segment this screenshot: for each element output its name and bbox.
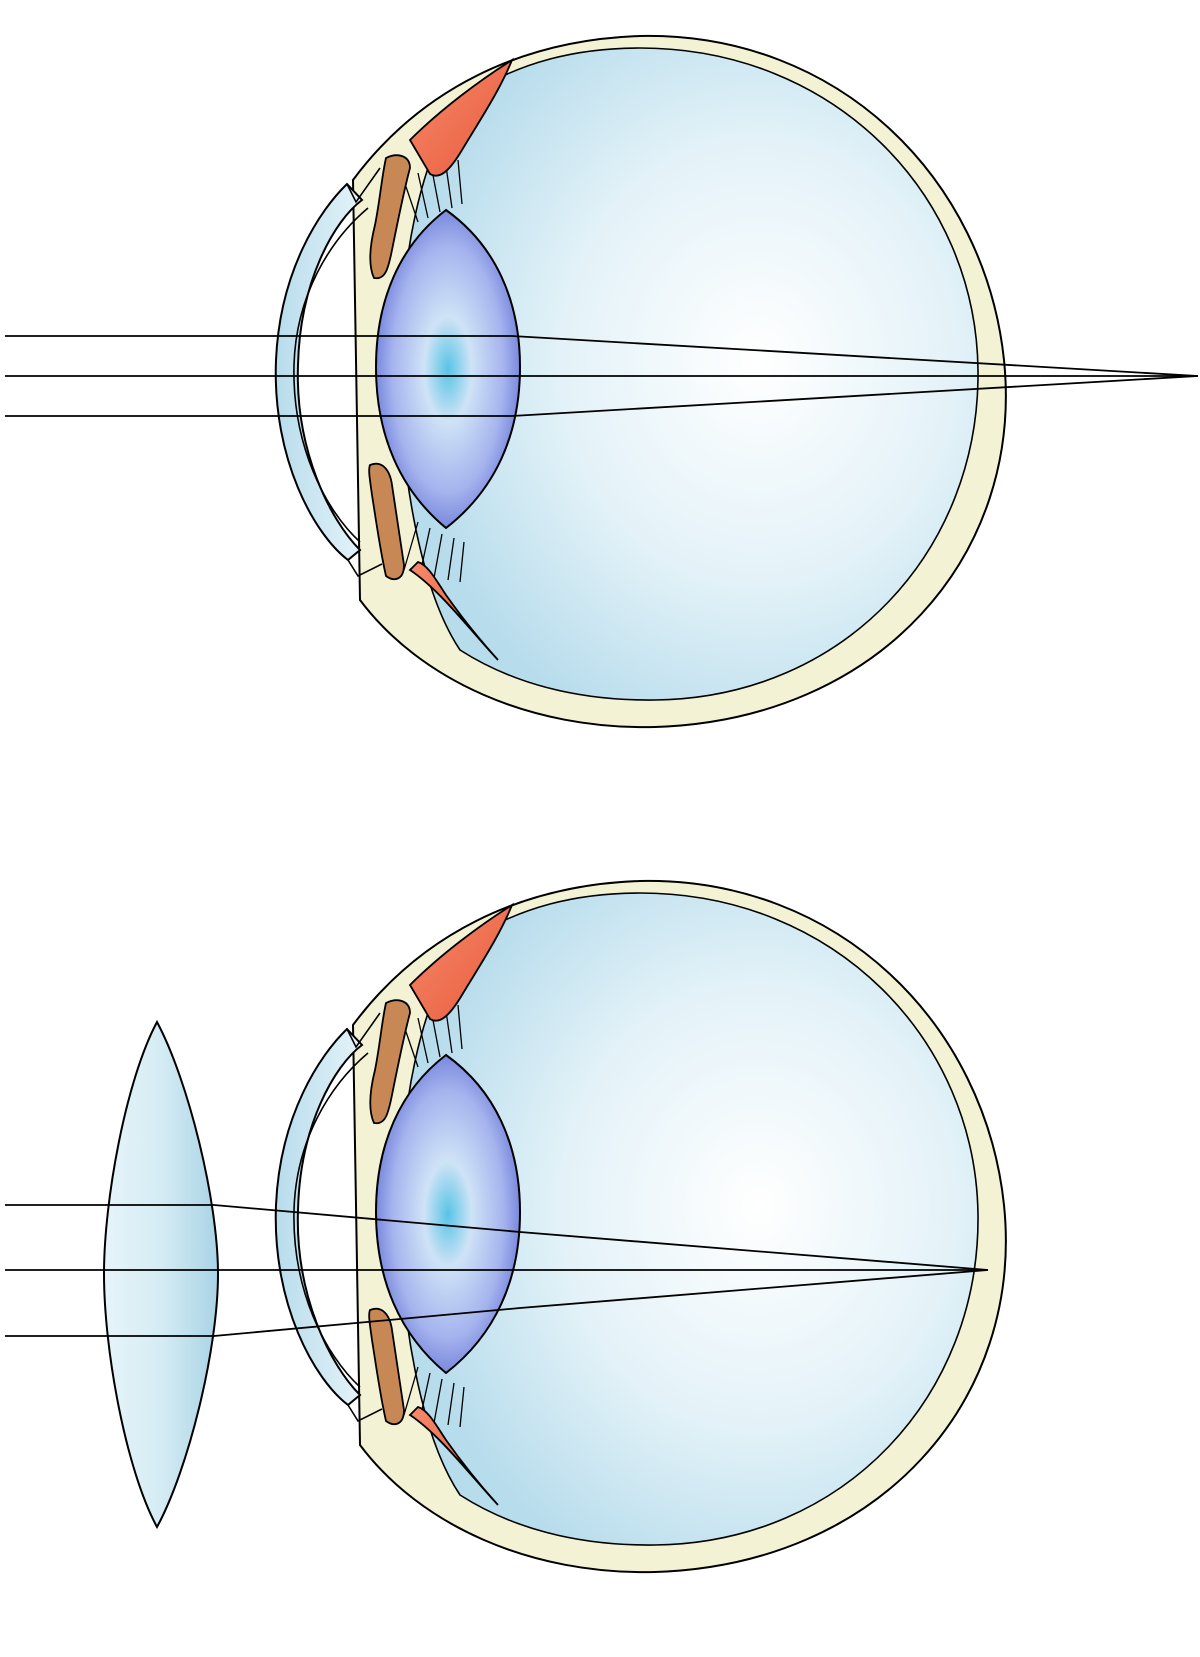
ciliary-muscle-top (408, 902, 514, 1022)
ray-top-lower (5, 375, 1199, 417)
iris-top (369, 154, 411, 280)
limbus-top (346, 167, 381, 204)
cornea-inner-edge (293, 207, 369, 543)
ciliary-muscle-bottom (408, 1405, 499, 1506)
iris-bottom (368, 1307, 405, 1426)
eye-corrected (274, 879, 1007, 1574)
ray-top-upper (5, 335, 1199, 377)
iris-top (369, 999, 411, 1125)
ray-bottom-upper (5, 1204, 989, 1271)
cornea (274, 182, 364, 562)
iris-bottom (368, 462, 405, 581)
eye-uncorrected (274, 34, 1007, 729)
limbus-top (346, 1012, 381, 1049)
limbus-bottom (347, 559, 383, 578)
ray-bottom-lower (5, 1269, 989, 1337)
ciliary-muscle-bottom (408, 560, 499, 661)
crystalline-lens (374, 1053, 522, 1375)
crystalline-lens (374, 208, 522, 530)
zonule-fibers-top (401, 1004, 463, 1068)
convex-correction-lens (102, 1019, 220, 1530)
ciliary-muscle-top (408, 57, 514, 177)
limbus-bottom (347, 1404, 383, 1423)
cornea-inner-edge (293, 1052, 369, 1388)
